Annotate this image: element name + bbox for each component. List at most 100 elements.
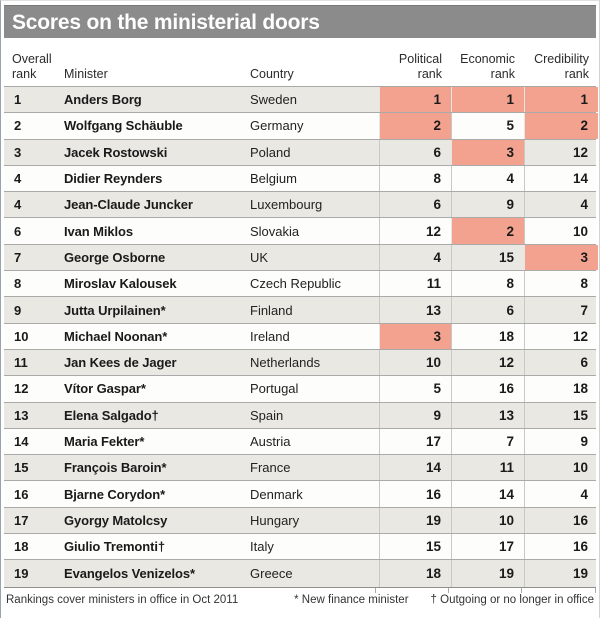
political-rank-cell: 10 bbox=[379, 349, 451, 376]
minister-cell: Elena Salgado† bbox=[64, 407, 159, 423]
overall-rank-cell: 18 bbox=[14, 539, 29, 555]
country-cell: Sweden bbox=[250, 92, 297, 108]
credibility-rank-cell: 15 bbox=[524, 402, 598, 428]
political-rank-cell: 5 bbox=[379, 376, 451, 402]
table-row: 15 François Baroin* France 14 11 10 bbox=[4, 455, 596, 482]
overall-rank-cell: 11 bbox=[14, 355, 28, 371]
overall-rank-cell: 13 bbox=[14, 407, 29, 423]
credibility-rank-cell: 4 bbox=[524, 481, 598, 507]
credibility-rank-cell: 19 bbox=[524, 560, 598, 587]
political-rank-cell: 13 bbox=[379, 297, 451, 323]
table-header-row: Overall rank Minister Country Political … bbox=[4, 38, 596, 86]
table-row: 11 Jan Kees de Jager Netherlands 10 12 6 bbox=[4, 349, 596, 377]
table-row: 1 Anders Borg Sweden 1 1 1 bbox=[4, 87, 598, 114]
rank-column-tick bbox=[521, 587, 522, 593]
overall-rank-cell: 8 bbox=[14, 276, 22, 292]
minister-cell: Maria Fekter* bbox=[64, 434, 145, 449]
economic-rank-cell: 9 bbox=[451, 192, 524, 218]
credibility-rank-cell: 14 bbox=[524, 165, 598, 192]
overall-rank-cell: 17 bbox=[14, 512, 29, 528]
col-header-country: Country bbox=[250, 66, 294, 81]
minister-cell: Wolfgang Schäuble bbox=[64, 118, 183, 134]
credibility-rank-cell: 1 bbox=[524, 87, 598, 113]
political-rank-cell: 12 bbox=[379, 218, 451, 244]
credibility-rank-cell: 3 bbox=[524, 244, 598, 271]
table-row: 3 Jacek Rostowski Poland 6 3 12 bbox=[4, 139, 596, 166]
minister-cell: Miroslav Kalousek bbox=[64, 276, 177, 292]
political-rank-cell: 9 bbox=[379, 402, 451, 428]
economic-rank-cell: 15 bbox=[451, 244, 524, 271]
rank-column-tick bbox=[375, 587, 376, 593]
country-cell: Greece bbox=[250, 565, 293, 581]
overall-rank-cell: 12 bbox=[14, 381, 29, 397]
table-row: 9 Jutta Urpilainen* Finland 13 6 7 bbox=[4, 297, 598, 324]
economic-rank-cell: 12 bbox=[451, 349, 524, 376]
country-cell: Spain bbox=[250, 407, 284, 423]
overall-rank-cell: 1 bbox=[14, 92, 22, 108]
political-rank-cell: 11 bbox=[379, 271, 451, 297]
minister-cell: Evangelos Venizelos* bbox=[64, 565, 195, 581]
economic-rank-cell: 3 bbox=[451, 139, 524, 165]
table-row: 4 Didier Reynders Belgium 8 4 14 bbox=[4, 165, 598, 193]
overall-rank-cell: 6 bbox=[14, 223, 22, 239]
political-rank-cell: 14 bbox=[379, 455, 451, 481]
minister-cell: François Baroin* bbox=[64, 460, 167, 476]
table-body: 1 Anders Borg Sweden 1 1 1 2 Wolfgang Sc… bbox=[4, 86, 598, 588]
country-cell: Netherlands bbox=[250, 355, 321, 371]
economic-rank-cell: 7 bbox=[451, 428, 524, 455]
economic-rank-cell: 4 bbox=[451, 165, 524, 192]
overall-rank-cell: 15 bbox=[14, 460, 29, 476]
col-header-credibility-rank: Credibility rank bbox=[534, 52, 589, 81]
credibility-rank-cell: 18 bbox=[524, 376, 598, 402]
minister-cell: Jacek Rostowski bbox=[64, 144, 168, 160]
rank-column-tick bbox=[448, 587, 449, 593]
economic-rank-cell: 17 bbox=[451, 534, 524, 560]
country-cell: Luxembourg bbox=[250, 197, 323, 213]
political-rank-cell: 1 bbox=[379, 87, 451, 113]
credibility-rank-cell: 8 bbox=[524, 271, 598, 297]
table-row: 17 Gyorgy Matolcsy Hungary 19 10 16 bbox=[4, 507, 596, 535]
overall-rank-cell: 9 bbox=[14, 302, 22, 318]
table-row: 4 Jean-Claude Juncker Luxembourg 6 9 4 bbox=[4, 192, 596, 219]
political-rank-cell: 18 bbox=[379, 560, 451, 587]
country-cell: Slovakia bbox=[250, 223, 300, 239]
table-row: 12 Vítor Gaspar* Portugal 5 16 18 bbox=[4, 376, 598, 403]
overall-rank-cell: 4 bbox=[14, 197, 22, 213]
political-rank-cell: 15 bbox=[379, 534, 451, 560]
table-row: 8 Miroslav Kalousek Czech Republic 11 8 … bbox=[4, 271, 598, 298]
col-header-minister: Minister bbox=[64, 66, 108, 81]
political-rank-cell: 6 bbox=[379, 192, 451, 218]
footnote-coverage: Rankings cover ministers in office in Oc… bbox=[6, 593, 239, 606]
country-cell: Czech Republic bbox=[250, 276, 342, 292]
minister-cell: Gyorgy Matolcsy bbox=[64, 512, 168, 528]
credibility-rank-cell: 7 bbox=[524, 297, 598, 323]
minister-cell: Michael Noonan* bbox=[64, 328, 168, 344]
minister-cell: Bjarne Corydon* bbox=[64, 486, 166, 502]
country-cell: UK bbox=[250, 249, 269, 265]
table-row: 16 Bjarne Corydon* Denmark 16 14 4 bbox=[4, 481, 598, 508]
minister-cell: Didier Reynders bbox=[64, 171, 163, 187]
country-cell: Poland bbox=[250, 144, 291, 160]
overall-rank-cell: 14 bbox=[14, 434, 29, 449]
minister-cell: Jean-Claude Juncker bbox=[64, 197, 193, 213]
table-row: 6 Ivan Miklos Slovakia 12 2 10 bbox=[4, 218, 596, 245]
overall-rank-cell: 2 bbox=[14, 118, 22, 134]
political-rank-cell: 2 bbox=[379, 113, 451, 139]
economic-rank-cell: 13 bbox=[451, 402, 524, 428]
col-header-economic-rank: Economic rank bbox=[460, 52, 515, 81]
table-row: 10 Michael Noonan* Ireland 3 18 12 bbox=[4, 323, 596, 350]
economic-rank-cell: 10 bbox=[451, 507, 524, 534]
minister-cell: Vítor Gaspar* bbox=[64, 381, 146, 397]
table-row: 13 Elena Salgado† Spain 9 13 15 bbox=[4, 402, 598, 429]
page-title: Scores on the ministerial doors bbox=[12, 11, 320, 34]
overall-rank-cell: 10 bbox=[14, 328, 29, 344]
col-header-political-rank: Political rank bbox=[398, 52, 442, 81]
footnote-new-minister: * New finance minister bbox=[294, 593, 409, 606]
minister-cell: Giulio Tremonti† bbox=[64, 539, 165, 555]
rank-column-tick bbox=[595, 587, 596, 593]
table-row: 14 Maria Fekter* Austria 17 7 9 bbox=[4, 428, 596, 456]
minister-cell: Jutta Urpilainen* bbox=[64, 302, 166, 318]
minister-cell: Anders Borg bbox=[64, 92, 142, 108]
political-rank-cell: 8 bbox=[379, 165, 451, 192]
minister-cell: Jan Kees de Jager bbox=[64, 355, 177, 371]
